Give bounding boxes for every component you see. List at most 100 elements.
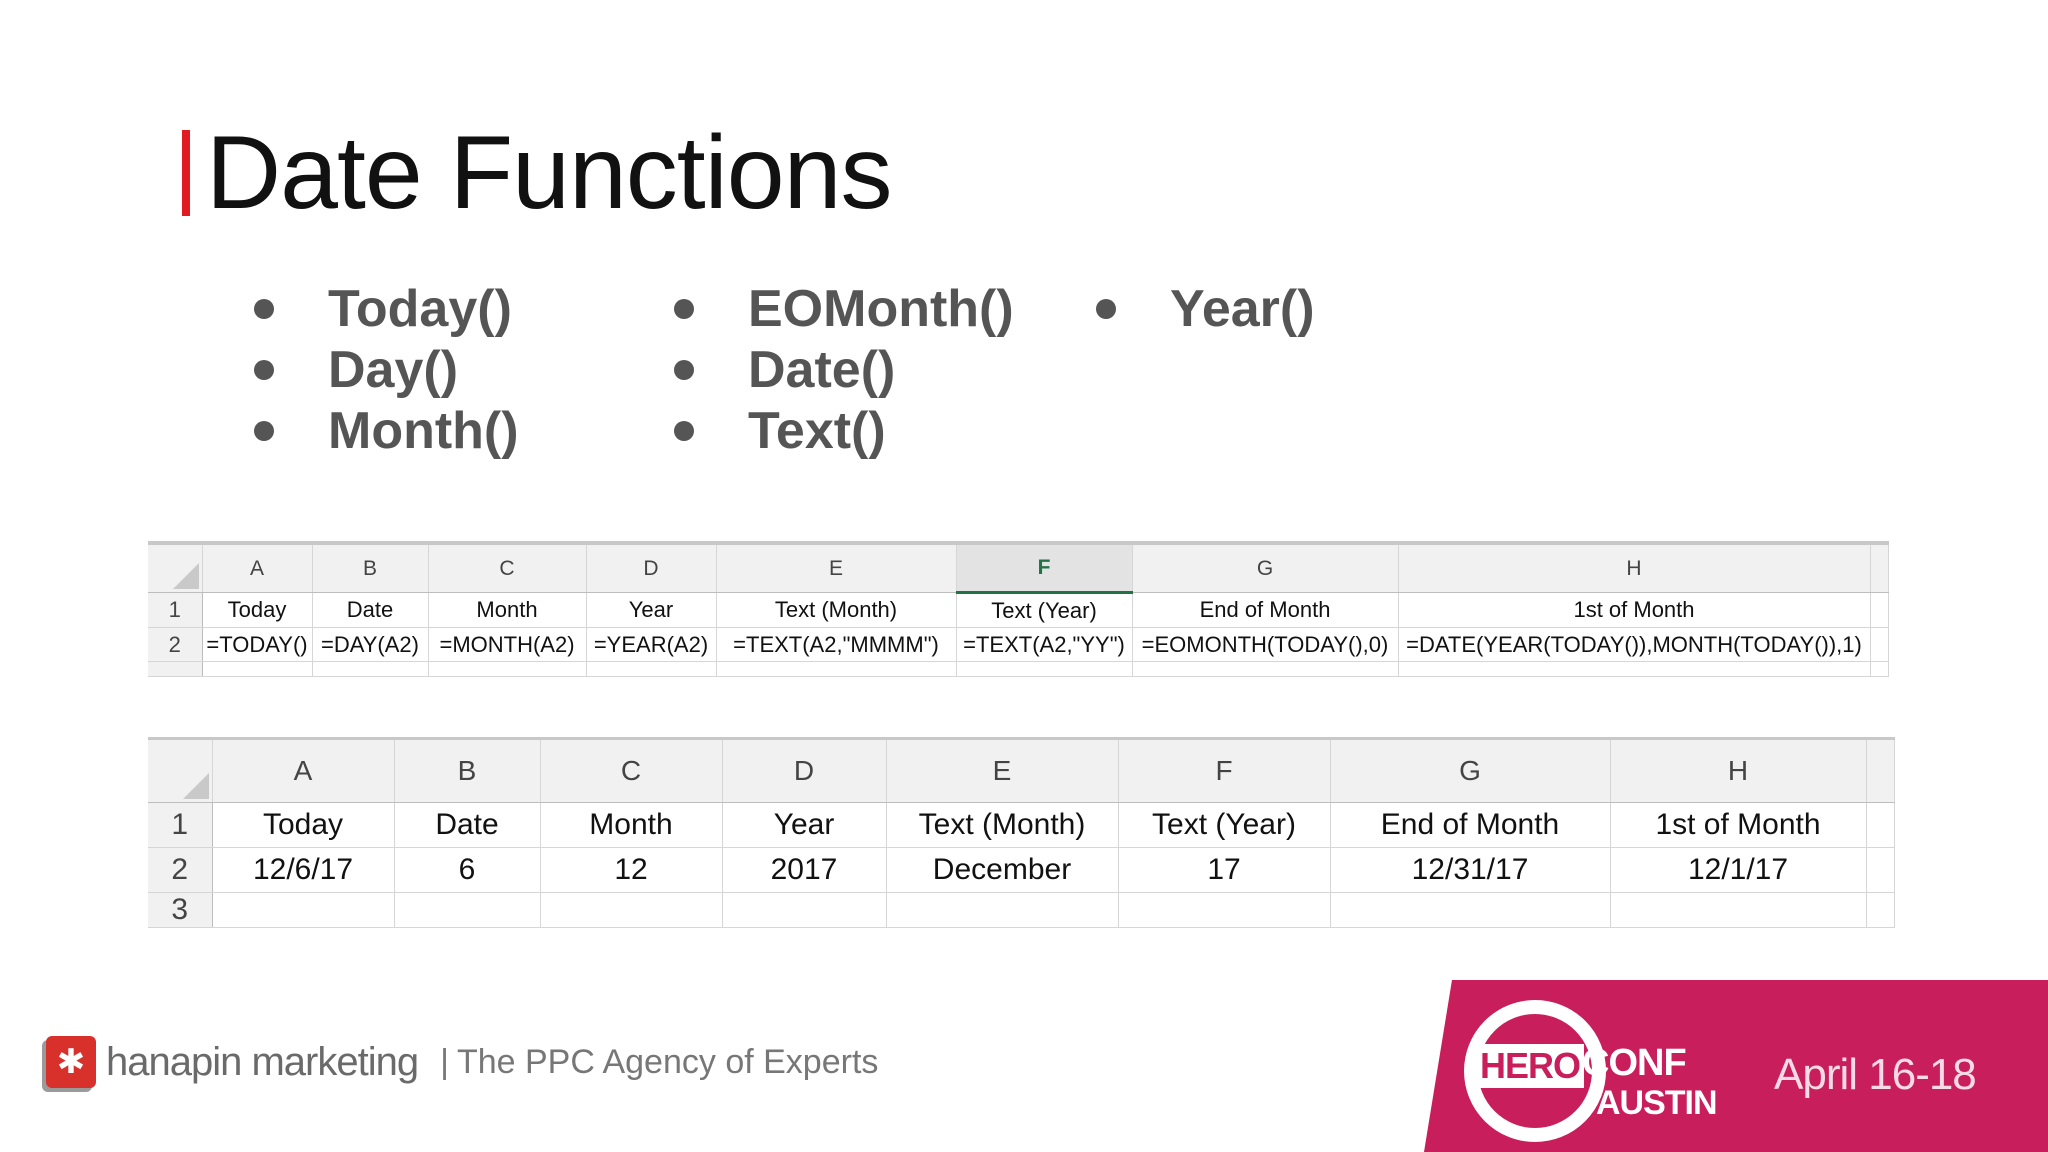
cell-h2[interactable]: =DATE(YEAR(TODAY()),MONTH(TODAY()),1) — [1398, 627, 1871, 662]
cell-b3[interactable] — [394, 892, 541, 928]
cell-f3[interactable] — [1118, 892, 1331, 928]
cell-g2[interactable]: =EOMONTH(TODAY(),0) — [1132, 627, 1399, 662]
cell-b2[interactable]: 6 — [394, 847, 541, 893]
cell-g3[interactable] — [1132, 661, 1399, 677]
column-header-a[interactable]: A — [202, 543, 313, 593]
result-spreadsheet: A B C D E F G H 1 Today Date Month Year … — [148, 737, 1895, 928]
cell-f2[interactable]: 17 — [1118, 847, 1331, 893]
cell-i3[interactable] — [1866, 892, 1895, 928]
brand-hero: HERO — [1476, 1044, 1585, 1088]
column-header-h[interactable]: H — [1610, 738, 1867, 803]
column-header-c[interactable]: C — [428, 543, 587, 593]
brand-conf: CONF — [1582, 1042, 1687, 1084]
column-header-next[interactable] — [1866, 738, 1895, 803]
cell-a3[interactable] — [202, 661, 313, 677]
cell-e1[interactable]: Text (Month) — [716, 592, 957, 628]
cell-d1[interactable]: Year — [586, 592, 717, 628]
cell-f1[interactable]: Text (Year) — [1118, 802, 1331, 848]
bullet-icon — [674, 359, 694, 380]
cell-i1[interactable] — [1870, 592, 1889, 628]
row-header-3[interactable]: 3 — [148, 892, 213, 928]
cell-e3[interactable] — [886, 892, 1119, 928]
cell-e1[interactable]: Text (Month) — [886, 802, 1119, 848]
row-header-2[interactable]: 2 — [148, 627, 203, 662]
cell-h1[interactable]: 1st of Month — [1398, 592, 1871, 628]
column-header-b[interactable]: B — [312, 543, 429, 593]
row-header-3[interactable] — [148, 661, 203, 677]
column-header-c[interactable]: C — [540, 738, 723, 803]
cell-e3[interactable] — [716, 661, 957, 677]
cell-g1[interactable]: End of Month — [1132, 592, 1399, 628]
bullet-item: Text() — [668, 400, 1014, 461]
asterisk-icon: ✱ — [46, 1036, 96, 1088]
cell-d2[interactable]: =YEAR(A2) — [586, 627, 717, 662]
column-header-f-selected[interactable]: F — [956, 543, 1133, 594]
cell-d2[interactable]: 2017 — [722, 847, 887, 893]
cell-h2[interactable]: 12/1/17 — [1610, 847, 1867, 893]
cell-d1[interactable]: Year — [722, 802, 887, 848]
cell-a1[interactable]: Today — [212, 802, 395, 848]
column-header-next[interactable] — [1870, 543, 1889, 593]
cell-e2[interactable]: =TEXT(A2,"MMMM") — [716, 627, 957, 662]
bullet-item: Today() — [248, 278, 519, 339]
select-all-corner[interactable] — [148, 738, 213, 803]
cell-d3[interactable] — [722, 892, 887, 928]
cell-f2[interactable]: =TEXT(A2,"YY") — [956, 627, 1133, 662]
column-header-a[interactable]: A — [212, 738, 395, 803]
cell-c3[interactable] — [540, 892, 723, 928]
formula-spreadsheet: A B C D E F G H 1 Today Date Month Year … — [148, 541, 1889, 677]
bullet-text: EOMonth() — [748, 279, 1014, 338]
company-logo: ✱ hanapin marketing | The PPC Agency of … — [46, 1036, 878, 1088]
cell-a3[interactable] — [212, 892, 395, 928]
column-header-b[interactable]: B — [394, 738, 541, 803]
bullet-item: Month() — [248, 400, 519, 461]
column-header-g[interactable]: G — [1330, 738, 1611, 803]
cell-f3[interactable] — [956, 661, 1133, 677]
cell-c1[interactable]: Month — [428, 592, 587, 628]
cell-d3[interactable] — [586, 661, 717, 677]
cell-h1[interactable]: 1st of Month — [1610, 802, 1867, 848]
cell-b1[interactable]: Date — [312, 592, 429, 628]
cell-i3[interactable] — [1870, 661, 1889, 677]
column-header-f[interactable]: F — [1118, 738, 1331, 803]
column-header-e[interactable]: E — [716, 543, 957, 593]
cell-c2[interactable]: 12 — [540, 847, 723, 893]
select-all-icon — [172, 563, 199, 589]
bullet-icon — [254, 359, 274, 380]
column-header-h[interactable]: H — [1398, 543, 1871, 593]
cell-c2[interactable]: =MONTH(A2) — [428, 627, 587, 662]
bullet-list-column-2: EOMonth() Date() Text() — [668, 278, 1014, 461]
cell-c1[interactable]: Month — [540, 802, 723, 848]
bullet-icon — [674, 420, 694, 441]
logo-name: hanapin marketing — [106, 1039, 419, 1084]
cell-a2[interactable]: =TODAY() — [202, 627, 313, 662]
cell-e2[interactable]: December — [886, 847, 1119, 893]
title-text: Date Functions — [206, 115, 892, 231]
cell-f1[interactable]: Text (Year) — [956, 592, 1133, 628]
row-header-1[interactable]: 1 — [148, 802, 213, 848]
cell-b1[interactable]: Date — [394, 802, 541, 848]
cell-a1[interactable]: Today — [202, 592, 313, 628]
column-header-e[interactable]: E — [886, 738, 1119, 803]
cell-g3[interactable] — [1330, 892, 1611, 928]
cell-i2[interactable] — [1866, 847, 1895, 893]
cell-i1[interactable] — [1866, 802, 1895, 848]
cell-g2[interactable]: 12/31/17 — [1330, 847, 1611, 893]
bullet-text: Year() — [1170, 279, 1315, 338]
row-header-2[interactable]: 2 — [148, 847, 213, 893]
cell-a2[interactable]: 12/6/17 — [212, 847, 395, 893]
cell-b2[interactable]: =DAY(A2) — [312, 627, 429, 662]
cell-g1[interactable]: End of Month — [1330, 802, 1611, 848]
column-header-g[interactable]: G — [1132, 543, 1399, 593]
column-header-d[interactable]: D — [722, 738, 887, 803]
cell-b3[interactable] — [312, 661, 429, 677]
select-all-corner[interactable] — [148, 543, 203, 593]
bullet-icon — [254, 298, 274, 319]
cell-c3[interactable] — [428, 661, 587, 677]
cell-h3[interactable] — [1610, 892, 1867, 928]
column-header-d[interactable]: D — [586, 543, 717, 593]
row-header-1[interactable]: 1 — [148, 592, 203, 628]
select-all-icon — [182, 773, 209, 799]
cell-i2[interactable] — [1870, 627, 1889, 662]
cell-h3[interactable] — [1398, 661, 1871, 677]
